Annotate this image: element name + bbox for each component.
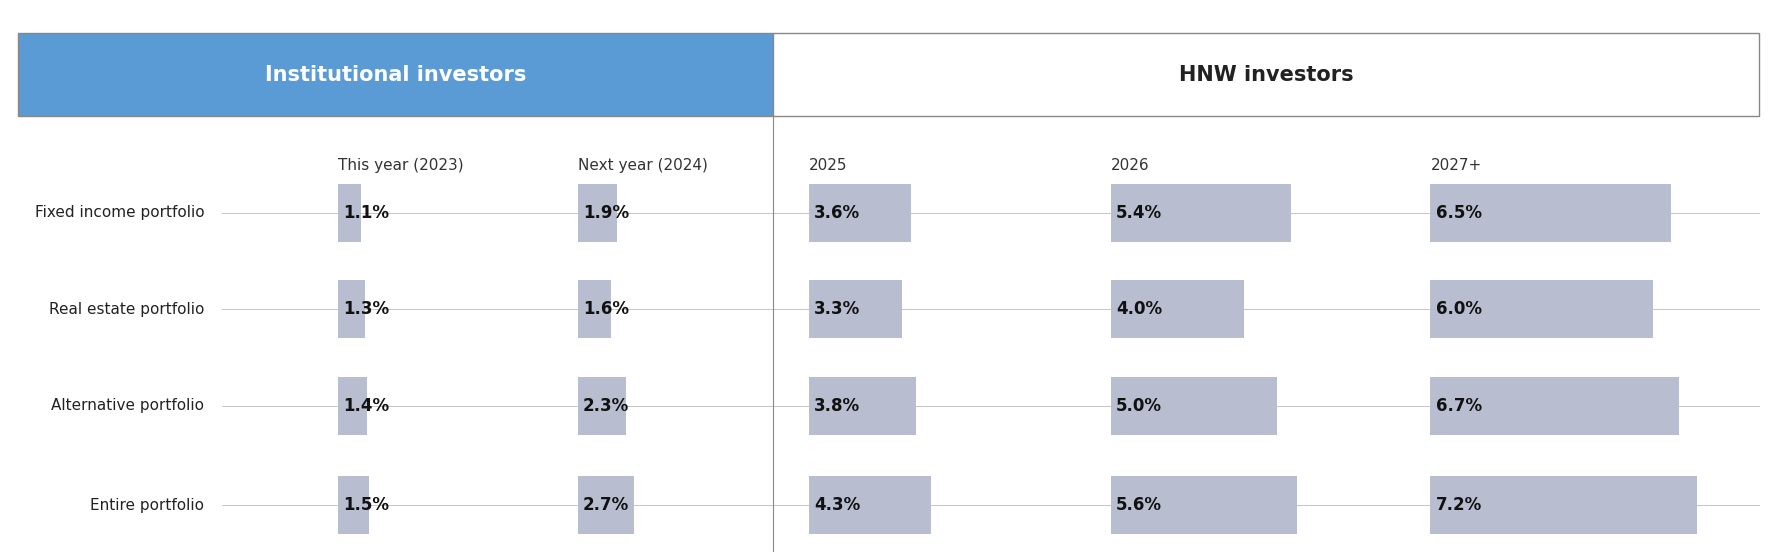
Text: Fixed income portfolio: Fixed income portfolio xyxy=(36,205,204,220)
Bar xyxy=(338,376,368,435)
Text: 5.6%: 5.6% xyxy=(1116,496,1162,514)
Bar xyxy=(773,33,1759,116)
Text: 5.0%: 5.0% xyxy=(1116,397,1162,415)
Bar xyxy=(578,280,611,338)
Text: 6.7%: 6.7% xyxy=(1436,397,1482,415)
Text: 2.3%: 2.3% xyxy=(583,397,629,415)
Text: Entire portfolio: Entire portfolio xyxy=(91,497,204,513)
Text: 4.0%: 4.0% xyxy=(1116,300,1162,318)
Bar xyxy=(809,376,917,435)
Bar xyxy=(1430,476,1697,534)
Bar xyxy=(1111,280,1244,338)
Bar xyxy=(809,280,903,338)
Text: 6.5%: 6.5% xyxy=(1436,204,1482,221)
Text: 1.3%: 1.3% xyxy=(343,300,389,318)
Bar xyxy=(1430,280,1653,338)
Text: HNW investors: HNW investors xyxy=(1178,65,1354,84)
Bar xyxy=(1111,376,1278,435)
Bar xyxy=(578,476,634,534)
Text: 3.8%: 3.8% xyxy=(814,397,860,415)
Text: 2027+: 2027+ xyxy=(1430,158,1482,173)
Text: Next year (2024): Next year (2024) xyxy=(578,158,707,173)
Text: 5.4%: 5.4% xyxy=(1116,204,1162,221)
Bar xyxy=(1111,183,1290,242)
Bar xyxy=(809,183,912,242)
Text: 7.2%: 7.2% xyxy=(1436,496,1482,514)
Bar xyxy=(1430,183,1670,242)
Text: 1.5%: 1.5% xyxy=(343,496,389,514)
Bar xyxy=(338,280,364,338)
Text: Alternative portfolio: Alternative portfolio xyxy=(52,398,204,413)
Text: Real estate portfolio: Real estate portfolio xyxy=(50,301,204,317)
Bar xyxy=(1430,376,1679,435)
Text: 3.3%: 3.3% xyxy=(814,300,860,318)
Text: 4.3%: 4.3% xyxy=(814,496,860,514)
Text: 2.7%: 2.7% xyxy=(583,496,629,514)
Text: This year (2023): This year (2023) xyxy=(338,158,464,173)
Bar xyxy=(809,476,931,534)
Text: 1.4%: 1.4% xyxy=(343,397,389,415)
Bar xyxy=(18,33,773,116)
Bar xyxy=(338,476,370,534)
Bar xyxy=(338,183,361,242)
Bar xyxy=(1111,476,1297,534)
Text: Institutional investors: Institutional investors xyxy=(265,65,526,84)
Text: 3.6%: 3.6% xyxy=(814,204,860,221)
Bar xyxy=(578,183,617,242)
Text: 1.9%: 1.9% xyxy=(583,204,629,221)
Text: 6.0%: 6.0% xyxy=(1436,300,1482,318)
Text: 1.6%: 1.6% xyxy=(583,300,629,318)
Text: 2026: 2026 xyxy=(1111,158,1150,173)
Text: 2025: 2025 xyxy=(809,158,848,173)
Bar xyxy=(578,376,626,435)
Text: 1.1%: 1.1% xyxy=(343,204,389,221)
